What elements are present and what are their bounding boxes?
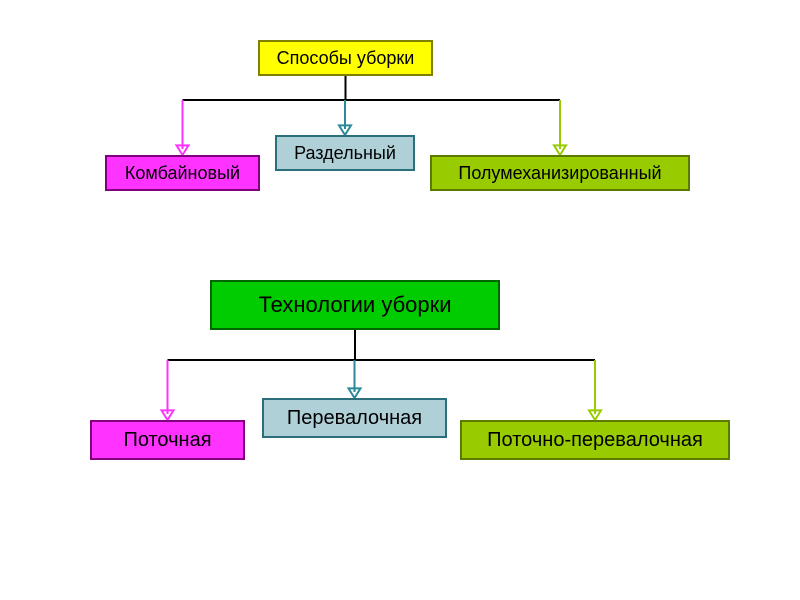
node-label: Поточно-перевалочная (487, 429, 703, 452)
node-kombaynovyy: Комбайновый (105, 155, 260, 191)
node-label: Полумеханизированный (458, 163, 661, 184)
node-label: Комбайновый (125, 163, 240, 184)
node-label: Перевалочная (287, 407, 422, 430)
node-polumekhanizirovannyy: Полумеханизированный (430, 155, 690, 191)
node-label: Способы уборки (277, 48, 415, 69)
node-perevalochnaya: Перевалочная (262, 398, 447, 438)
node-potochno-perevalochnaya: Поточно-перевалочная (460, 420, 730, 460)
node-label: Технологии уборки (258, 292, 451, 318)
node-label: Поточная (123, 429, 211, 452)
node-tekhnologii-uborki: Технологии уборки (210, 280, 500, 330)
node-razdelnyy: Раздельный (275, 135, 415, 171)
node-potochnaya: Поточная (90, 420, 245, 460)
node-sposoby-uborki: Способы уборки (258, 40, 433, 76)
node-label: Раздельный (294, 143, 396, 164)
